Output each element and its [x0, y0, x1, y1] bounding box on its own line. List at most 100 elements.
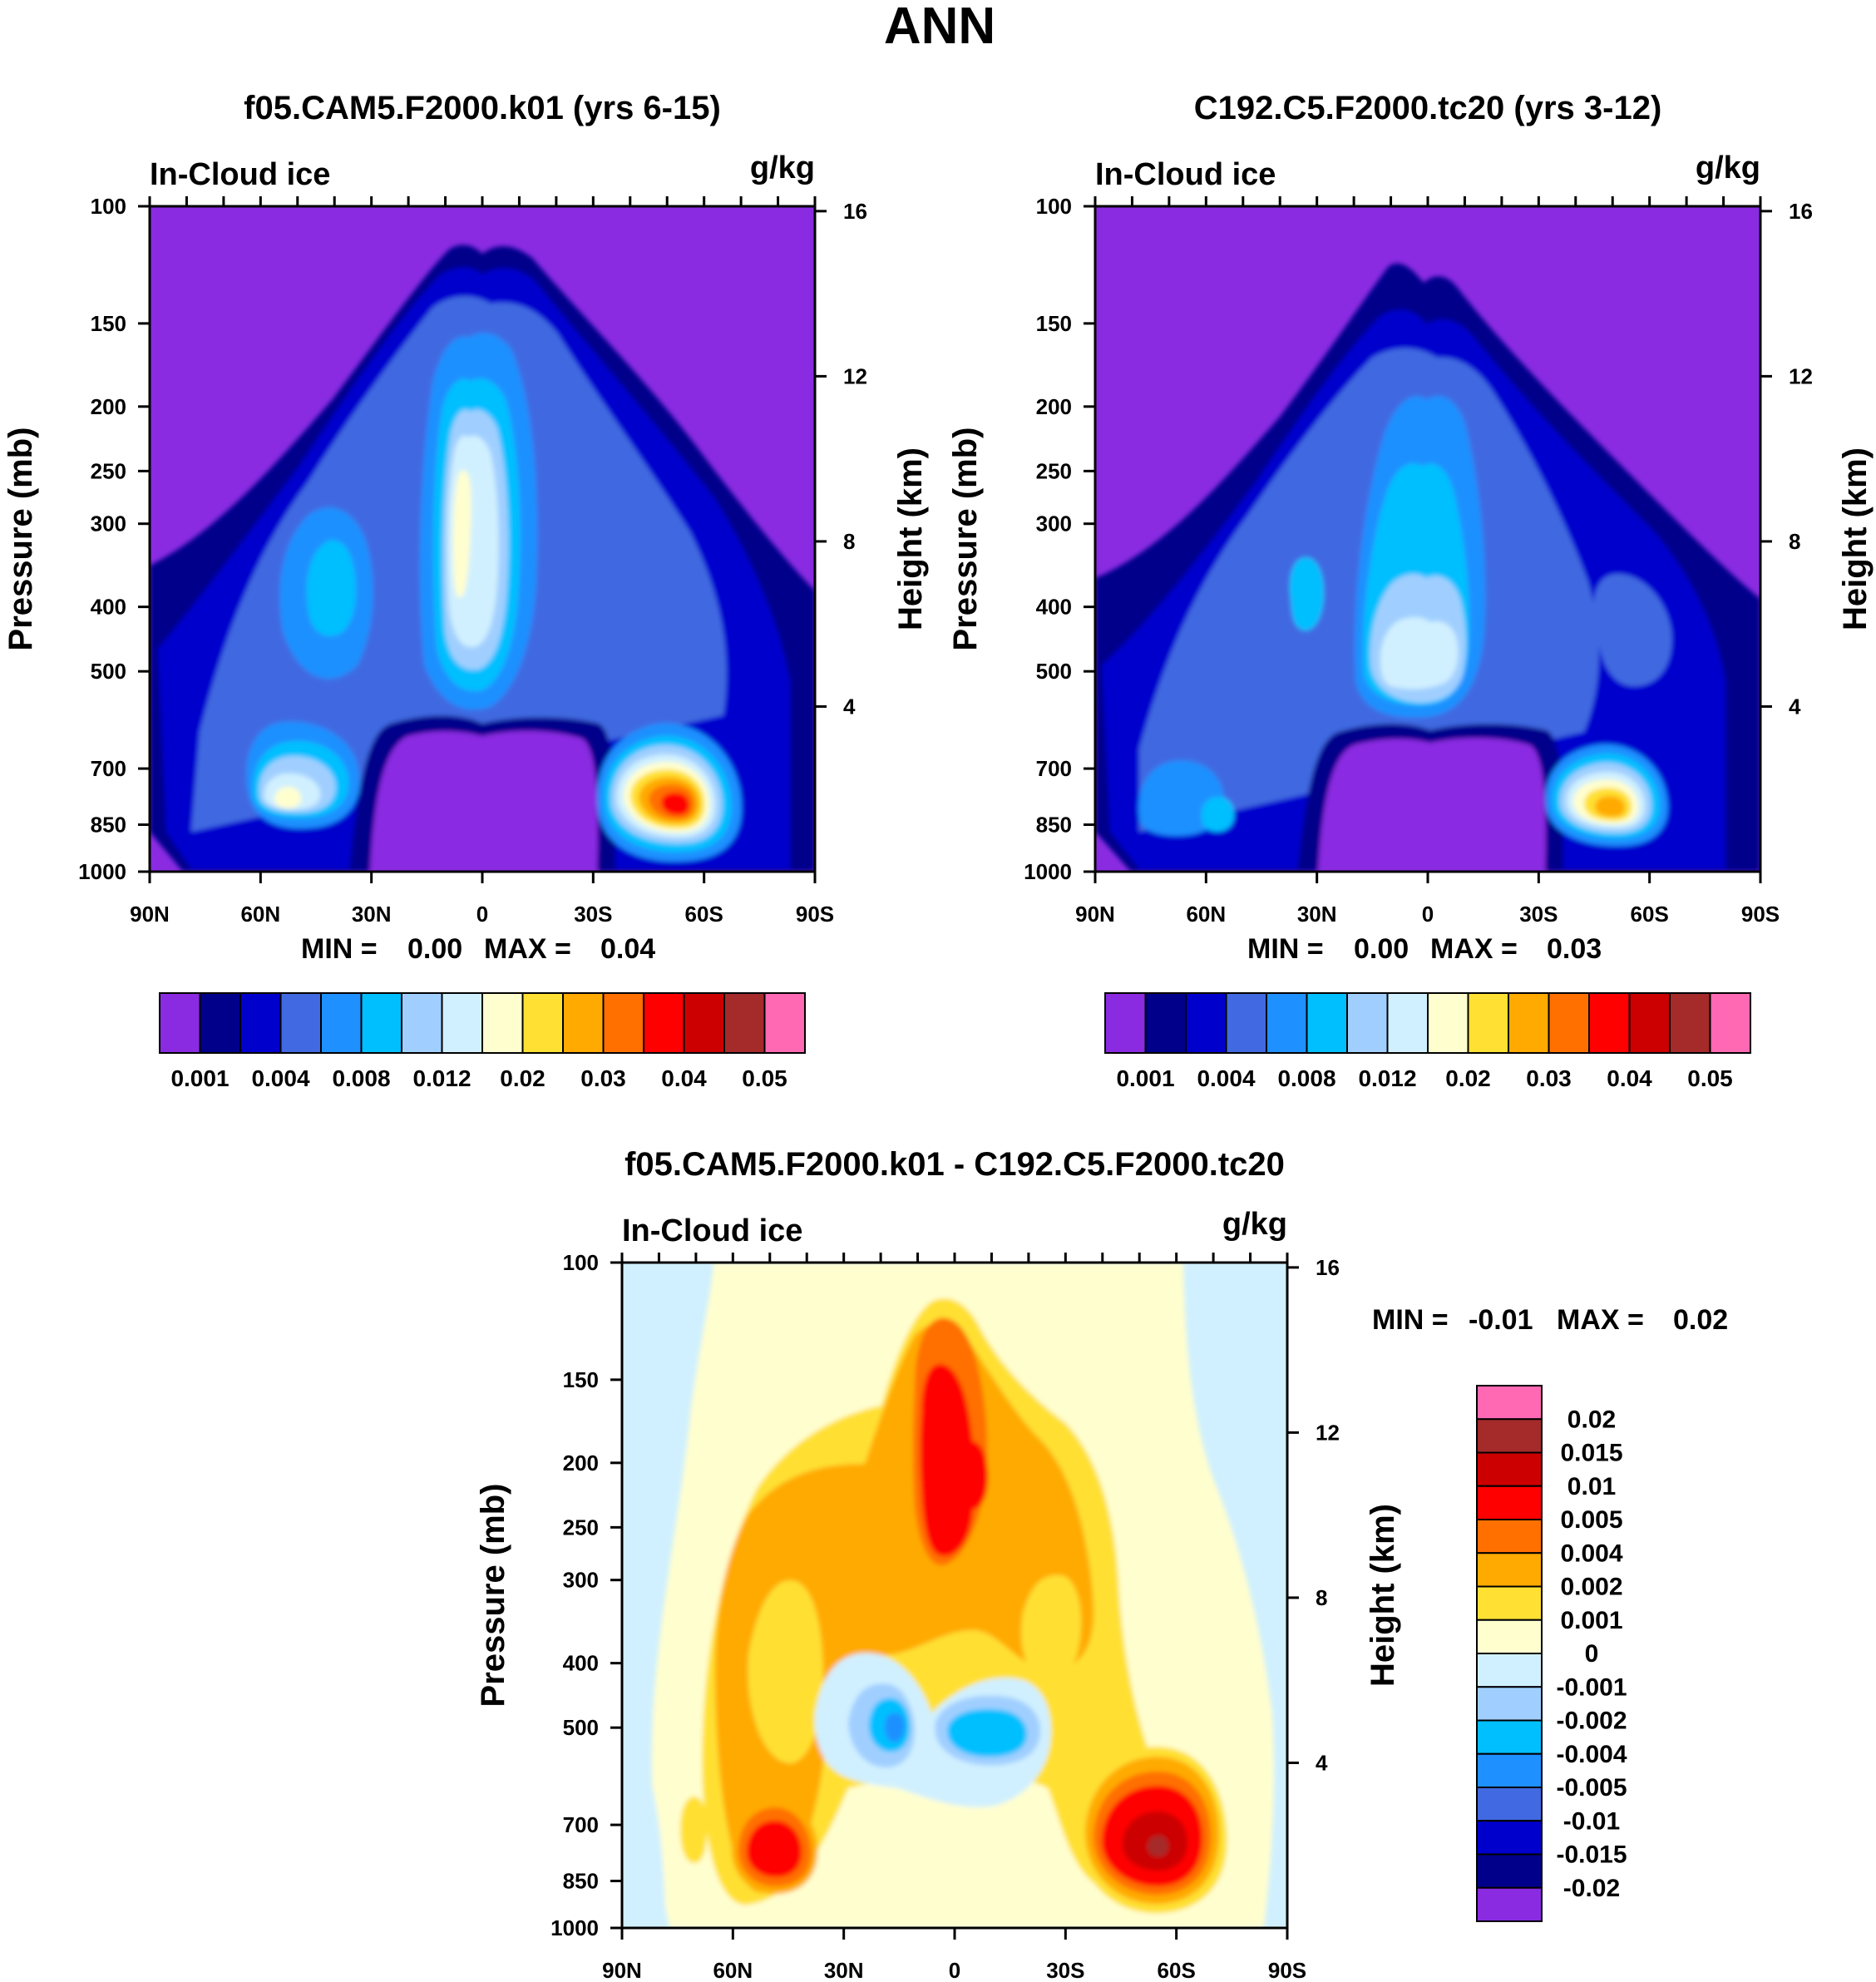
colorbar-label: 0.03: [580, 1065, 626, 1091]
contour-fill: [746, 1820, 802, 1878]
pressure-tick-label: 250: [1036, 458, 1072, 483]
colorbar-swatch: [1185, 992, 1227, 1054]
contour-fill: [274, 787, 301, 808]
colorbar-swatch: [1476, 1552, 1543, 1588]
lat-tick-label: 60S: [685, 902, 723, 927]
pressure-tick-label: 100: [563, 1250, 599, 1275]
colorbar-swatch: [763, 992, 806, 1054]
pressure-tick-label: 200: [91, 394, 126, 419]
colorbar-label: 0.04: [1607, 1065, 1652, 1091]
height-tick-label: 16: [1316, 1255, 1340, 1280]
colorbar-label: 0.008: [332, 1065, 390, 1091]
lat-tick-label: 60S: [1631, 902, 1669, 927]
colorbar-label: 0: [1585, 1640, 1599, 1668]
height-tick-label: 8: [1316, 1585, 1327, 1610]
colorbar-swatch: [199, 992, 241, 1054]
colorbar-label: -0.005: [1556, 1774, 1627, 1802]
colorbar-label: 0.02: [1567, 1406, 1616, 1433]
contour-fill: [714, 1322, 1094, 1893]
min-value: -0.01: [1469, 1304, 1533, 1336]
min-label: MIN =: [301, 933, 378, 965]
pressure-tick-label: 700: [1036, 756, 1072, 781]
colorbar-swatch: [1628, 992, 1671, 1054]
colorbar-swatch: [1548, 992, 1590, 1054]
y2-axis-label: Height (km): [1365, 1504, 1401, 1687]
panel-title: f05.CAM5.F2000.k01 (yrs 6-15): [244, 90, 721, 126]
colorbar-label: 0.004: [251, 1065, 309, 1091]
pressure-tick-label: 400: [91, 595, 126, 620]
height-tick-label: 8: [843, 529, 855, 554]
pressure-tick-label: 150: [1036, 311, 1072, 336]
lat-tick-label: 60N: [713, 1958, 753, 1982]
panel-title: f05.CAM5.F2000.k01 - C192.C5.F2000.tc20: [625, 1146, 1285, 1183]
pressure-tick-label: 200: [563, 1451, 599, 1475]
contour-fill: [632, 1788, 665, 1928]
pressure-tick-label: 100: [91, 194, 126, 219]
pressure-tick-label: 200: [1036, 394, 1072, 419]
axes: 100 150 200 250 300 400 500 700 850 1000 16 12 8 4 90N…: [1024, 194, 1813, 927]
pressure-tick-label: 850: [563, 1869, 599, 1894]
contour-fill: [661, 793, 689, 815]
lat-tick-label: 30N: [824, 1958, 864, 1982]
pressure-tick-label: 300: [91, 512, 126, 536]
colorbar-label: -0.002: [1556, 1708, 1627, 1735]
colorbar-swatch: [1709, 992, 1751, 1054]
colorbar-label: 0.01: [1567, 1473, 1616, 1500]
height-tick-label: 16: [843, 199, 867, 224]
pressure-tick-label: 850: [91, 813, 126, 838]
colorbar-swatch: [1467, 992, 1509, 1054]
colorbar-swatch: [1476, 1853, 1543, 1889]
units-label: g/kg: [750, 151, 815, 185]
colorbar-label: 0.015: [1560, 1440, 1622, 1467]
colorbar-swatch: [1476, 1886, 1543, 1922]
lat-tick-label: 90N: [130, 902, 170, 927]
colorbar-swatch: [1476, 1719, 1543, 1755]
colorbar-swatch: [1508, 992, 1550, 1054]
colorbar-swatch: [1386, 992, 1429, 1054]
contour-fill: [748, 1580, 823, 1763]
min-value: 0.00: [1354, 933, 1409, 965]
contour-fill: [370, 730, 598, 872]
pressure-tick-label: 1000: [78, 859, 126, 884]
colorbar-swatch: [521, 992, 564, 1054]
pressure-tick-label: 500: [1036, 659, 1072, 684]
lat-tick-label: 90N: [1075, 902, 1115, 927]
panel-title: C192.C5.F2000.tc20 (yrs 3-12): [1194, 90, 1662, 126]
axes: 100 150 200 250 300 400 500 700 850 1000 16 12 8 4 90N…: [78, 194, 867, 927]
lat-tick-label: 30N: [352, 902, 392, 927]
colorbar-swatch: [1476, 1619, 1543, 1654]
colorbar-label: 0.001: [170, 1065, 229, 1091]
colorbar-swatch: [401, 992, 443, 1054]
colorbar-swatch: [1104, 992, 1147, 1054]
colorbar-label: -0.001: [1556, 1673, 1627, 1701]
colorbar-label: 0.002: [1560, 1574, 1622, 1601]
pressure-tick-label: 400: [1036, 595, 1072, 620]
lat-tick-label: 90S: [796, 902, 834, 927]
colorbar-swatch: [562, 992, 605, 1054]
y2-axis-label: Height (km): [1837, 447, 1874, 630]
units-label: g/kg: [1222, 1207, 1287, 1242]
max-value: 0.04: [600, 933, 655, 965]
contour-plot: [150, 206, 815, 872]
lat-tick-label: 30N: [1297, 902, 1337, 927]
colorbar-label: 0.012: [412, 1065, 471, 1091]
variable-label: In-Cloud ice: [622, 1213, 802, 1248]
colorbar: 0.02 0.015 0.01 0.005 0.004 0.002 0.001 0 -0.001…: [1476, 1385, 1627, 1922]
colorbar-label: 0.012: [1358, 1065, 1416, 1091]
lat-tick-label: 0: [476, 902, 488, 927]
colorbar-swatch: [683, 992, 725, 1054]
colorbar-swatch: [602, 992, 644, 1054]
pressure-tick-label: 400: [563, 1651, 599, 1676]
height-tick-label: 12: [1316, 1420, 1340, 1445]
lat-tick-label: 0: [1422, 902, 1434, 927]
pressure-tick-label: 150: [563, 1367, 599, 1392]
colorbar-swatch: [1346, 992, 1389, 1054]
contour-fill: [1148, 1836, 1168, 1856]
colorbar-label: -0.004: [1556, 1741, 1627, 1768]
colorbar-swatch: [1669, 992, 1711, 1054]
contour-plot: [1095, 206, 1760, 872]
contour-fill: [1021, 1574, 1081, 1682]
contour-fill: [947, 1708, 1027, 1757]
colorbar-swatch: [239, 992, 282, 1054]
